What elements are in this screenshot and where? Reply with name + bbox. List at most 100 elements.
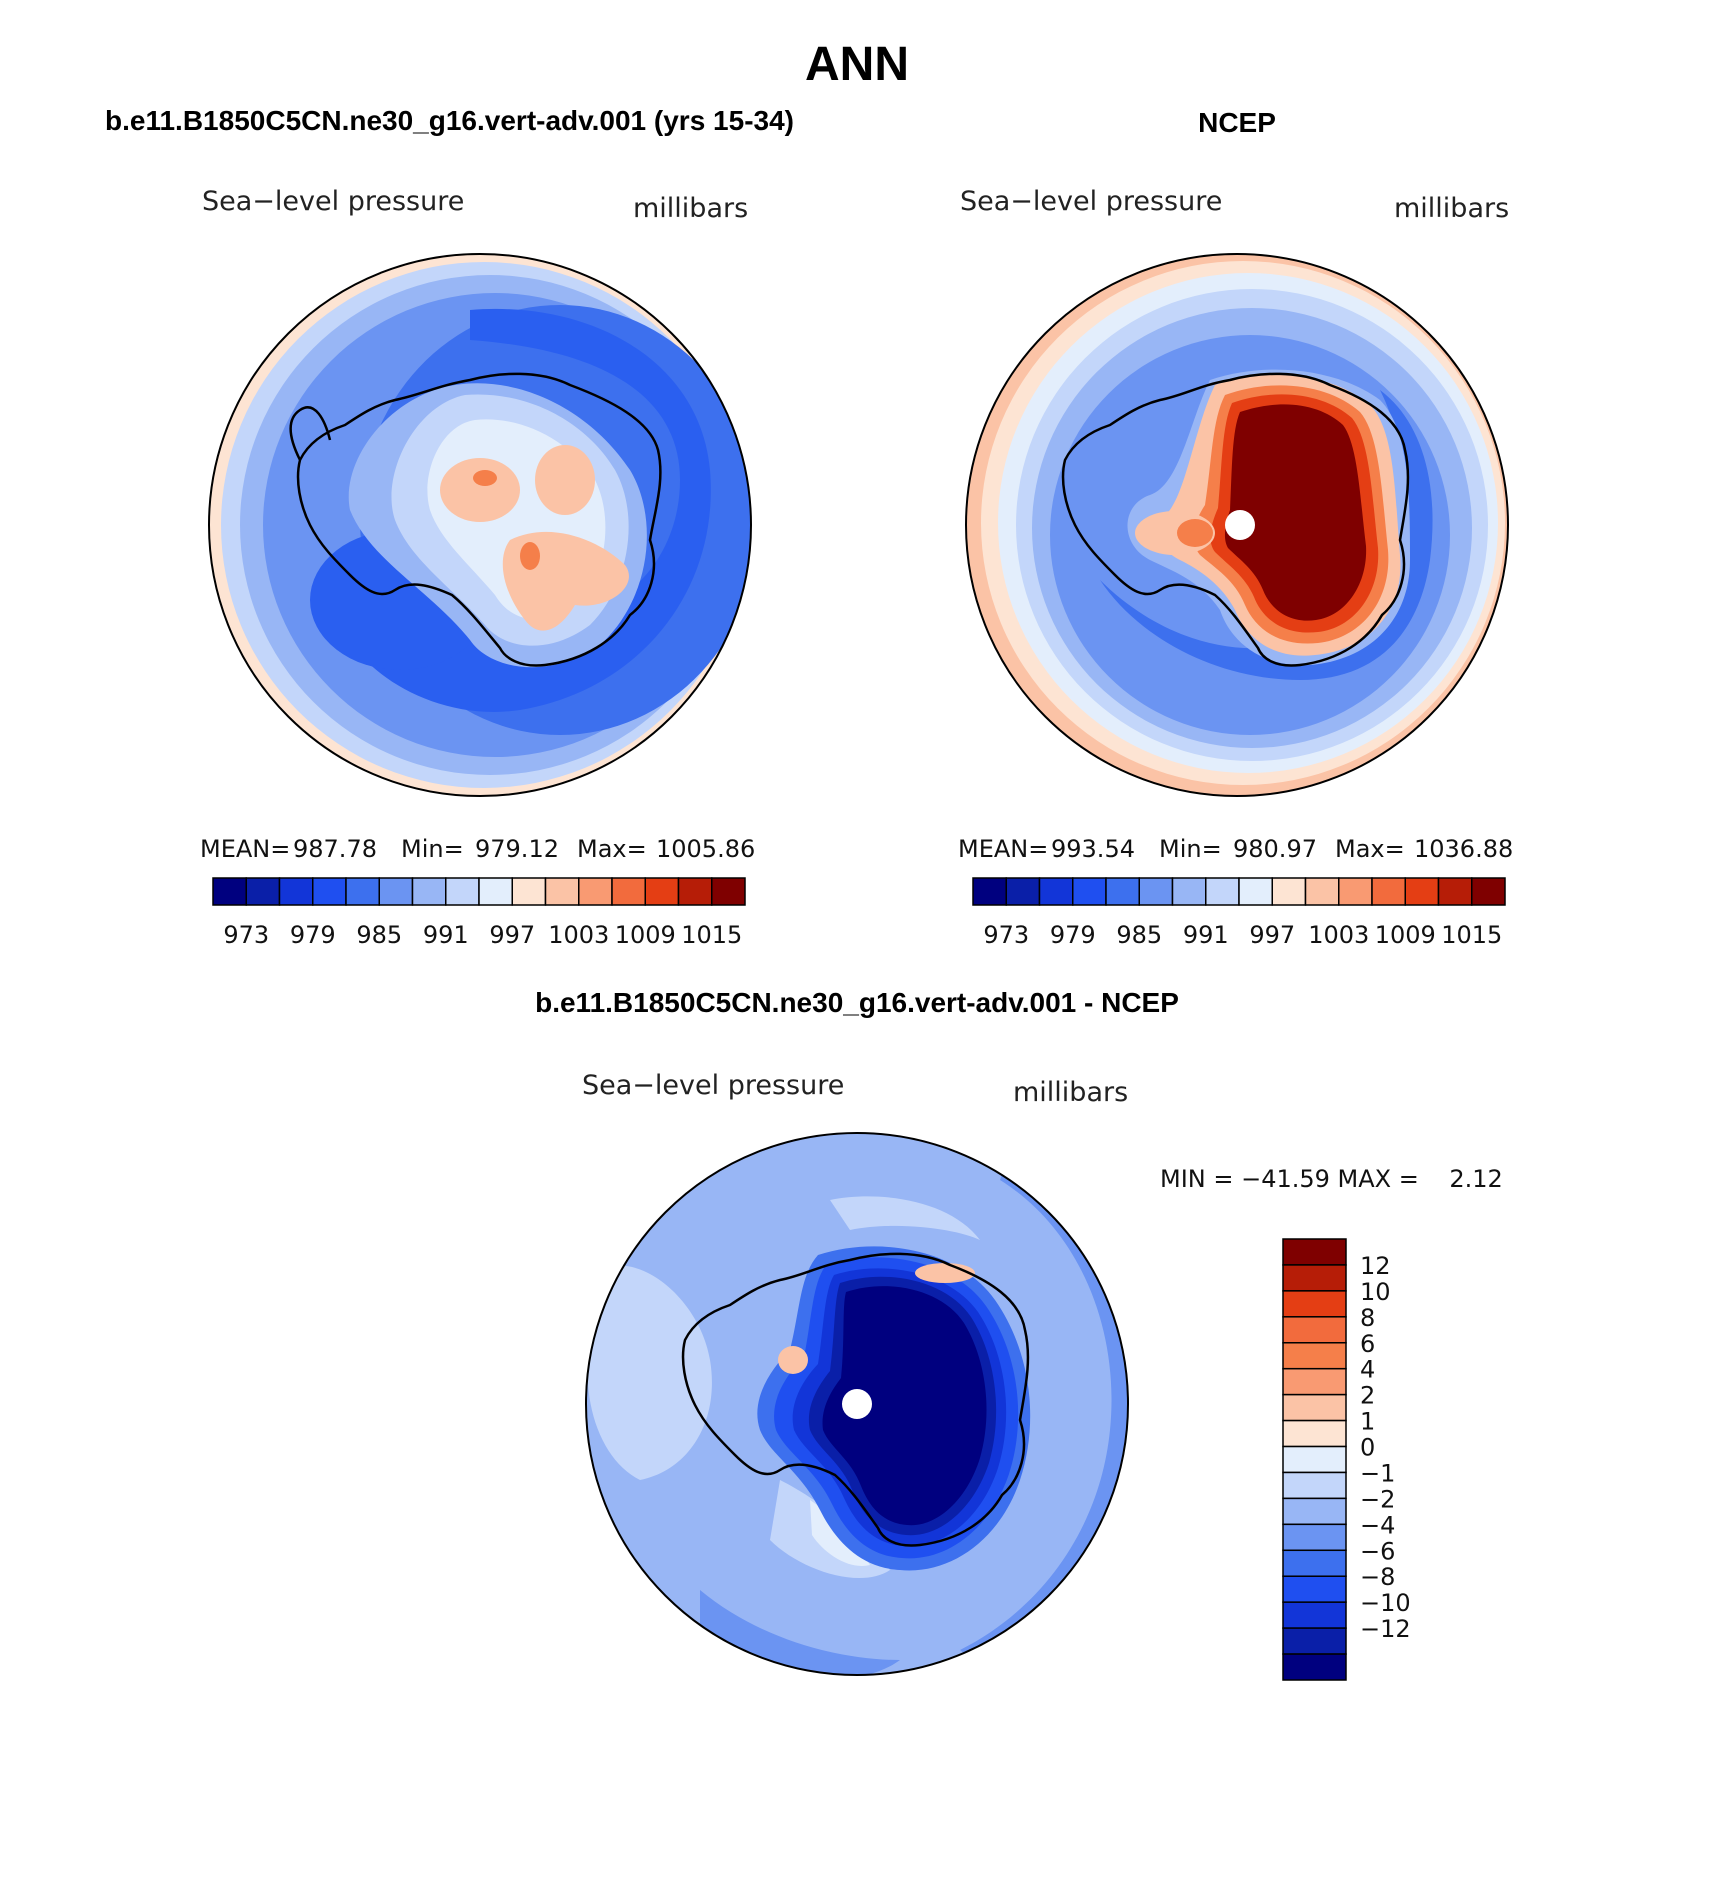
panel-model-title: b.e11.B1850C5CN.ne30_g16.vert-adv.001 (y… xyxy=(105,105,794,136)
stats-ncep-min-label: Min= xyxy=(1159,835,1222,863)
colorbar-swatch xyxy=(1437,877,1473,906)
colorbar-swatch xyxy=(1404,877,1440,906)
panel-ncep-title: NCEP xyxy=(1198,107,1276,138)
stats-model-min-value: 979.12 xyxy=(475,835,559,863)
colorbar-swatch xyxy=(245,877,281,906)
colorbar-swatch xyxy=(345,877,380,906)
colorbar-swatch xyxy=(1282,1238,1347,1266)
colorbar-swatch xyxy=(1282,1549,1347,1577)
panel-model-field-label: Sea−level pressure xyxy=(202,186,464,217)
colorbar-tick-label: 979 xyxy=(290,921,336,949)
map-high-west-lobe-core xyxy=(1177,519,1213,547)
colorbar-swatch xyxy=(1282,1497,1347,1526)
panel-model-units-label: millibars xyxy=(633,193,748,224)
colorbar-tick-label: 985 xyxy=(356,921,402,949)
panel-ncep-units-label: millibars xyxy=(1394,193,1509,224)
map-high-core-west xyxy=(473,470,497,486)
colorbar-tick-label: 1003 xyxy=(548,921,609,949)
stats-ncep: MEAN= 993.54 Min= 980.97 Max= 1036.88 xyxy=(958,835,1513,863)
colorbar-tick-label: 6 xyxy=(1360,1330,1375,1358)
colorbar-tick-label: 979 xyxy=(1050,921,1096,949)
panel-model: b.e11.B1850C5CN.ne30_g16.vert-adv.001 (y… xyxy=(105,105,794,949)
colorbar-swatch xyxy=(1282,1471,1347,1500)
colorbar-tick-label: 1015 xyxy=(1441,921,1502,949)
stats-ncep-mean-label: MEAN= xyxy=(958,835,1048,863)
colorbar-swatch xyxy=(1282,1627,1347,1655)
colorbar-tick-label: 973 xyxy=(223,921,269,949)
panel-difference-minmax: MIN = −41.59 MAX = 2.12 xyxy=(1160,1165,1503,1193)
colorbar-swatch xyxy=(312,877,347,906)
polar-map-ncep xyxy=(966,254,1508,796)
colorbar-tick-label: 997 xyxy=(489,921,535,949)
coastline-ncep xyxy=(1061,372,1410,667)
colorbar-tick-label: 1009 xyxy=(1375,921,1436,949)
colorbar-swatch xyxy=(972,877,1007,906)
colorbar-swatch xyxy=(1282,1290,1347,1318)
panel-ncep-field-label: Sea−level pressure xyxy=(960,186,1222,217)
stats-ncep-max-label: Max= xyxy=(1335,835,1405,863)
colorbar-swatch xyxy=(644,877,680,906)
colorbar-swatch xyxy=(1371,877,1406,906)
panel-difference-units-label: millibars xyxy=(1013,1077,1128,1108)
colorbar-tick-label: 4 xyxy=(1360,1356,1375,1384)
colorbar-swatch xyxy=(1282,1316,1347,1344)
colorbar-swatch xyxy=(1282,1342,1347,1370)
pole-missing-data xyxy=(1225,510,1255,540)
colorbar-swatch xyxy=(1005,877,1041,906)
colorbar-swatch xyxy=(1282,1523,1347,1552)
map-border-difference xyxy=(585,1132,1129,1676)
colorbar-ncep: 973 979 985 991 997 1003 1009 1015 xyxy=(972,877,1506,949)
map-low-deep xyxy=(1100,390,1433,680)
stats-model-mean-label: MEAN= xyxy=(200,835,290,863)
colorbar-swatch xyxy=(212,877,247,906)
colorbar-tick-label: −1 xyxy=(1360,1459,1395,1487)
colorbar-swatch xyxy=(1105,877,1140,906)
panel-difference-title: b.e11.B1850C5CN.ne30_g16.vert-adv.001 - … xyxy=(535,987,1179,1018)
colorbar-swatch xyxy=(445,877,480,906)
colorbar-swatch xyxy=(278,877,314,906)
colorbar-swatch xyxy=(1282,1575,1347,1603)
colorbar-swatch xyxy=(378,877,414,906)
colorbar-swatch xyxy=(1205,877,1240,906)
colorbar-tick-label: 1003 xyxy=(1308,921,1369,949)
coastline-difference xyxy=(681,1252,1030,1547)
colorbar-tick-label: −6 xyxy=(1360,1537,1395,1565)
stats-model-max-label: Max= xyxy=(577,835,647,863)
map-high-west xyxy=(440,458,520,522)
figure-title: ANN xyxy=(805,38,909,91)
polar-map-difference xyxy=(586,1133,1128,1675)
map-high-core xyxy=(1224,404,1367,621)
stats-ncep-min-value: 980.97 xyxy=(1233,835,1317,863)
colorbar-swatch xyxy=(1238,877,1273,906)
map-border-ncep xyxy=(965,253,1509,797)
pole-missing-data xyxy=(842,1389,872,1419)
colorbar-tick-label: 0 xyxy=(1360,1434,1375,1462)
colorbar-swatch xyxy=(1171,877,1207,906)
colorbar-tick-label: −8 xyxy=(1360,1563,1395,1591)
map-negative-core xyxy=(822,1286,987,1526)
colorbar-swatch xyxy=(611,877,646,906)
colorbar-swatch xyxy=(1282,1367,1347,1396)
colorbar-swatch xyxy=(1038,877,1074,906)
colorbar-swatch xyxy=(1471,877,1506,906)
stats-ncep-max-value: 1036.88 xyxy=(1414,835,1513,863)
colorbar-swatch xyxy=(1282,1601,1347,1629)
colorbar-swatch xyxy=(1282,1419,1347,1448)
colorbar-swatch xyxy=(1138,877,1174,906)
polar-map-model xyxy=(209,254,751,796)
panel-ncep: NCEP Sea−level pressure millibars MEAN= … xyxy=(958,107,1513,949)
colorbar-tick-label: 985 xyxy=(1116,921,1162,949)
colorbar-tick-label: 10 xyxy=(1360,1278,1391,1306)
colorbar-swatch xyxy=(544,877,580,906)
colorbar-swatch xyxy=(1282,1264,1347,1292)
colorbar-swatch xyxy=(1282,1393,1347,1422)
stats-model-min-label: Min= xyxy=(401,835,464,863)
colorbar-tick-label: 12 xyxy=(1360,1252,1391,1280)
colorbar-swatch xyxy=(511,877,547,906)
colorbar-swatch xyxy=(1282,1445,1347,1474)
colorbar-tick-label: 1015 xyxy=(681,921,742,949)
colorbar-tick-label: 991 xyxy=(1183,921,1229,949)
colorbar-tick-label: 1009 xyxy=(615,921,676,949)
